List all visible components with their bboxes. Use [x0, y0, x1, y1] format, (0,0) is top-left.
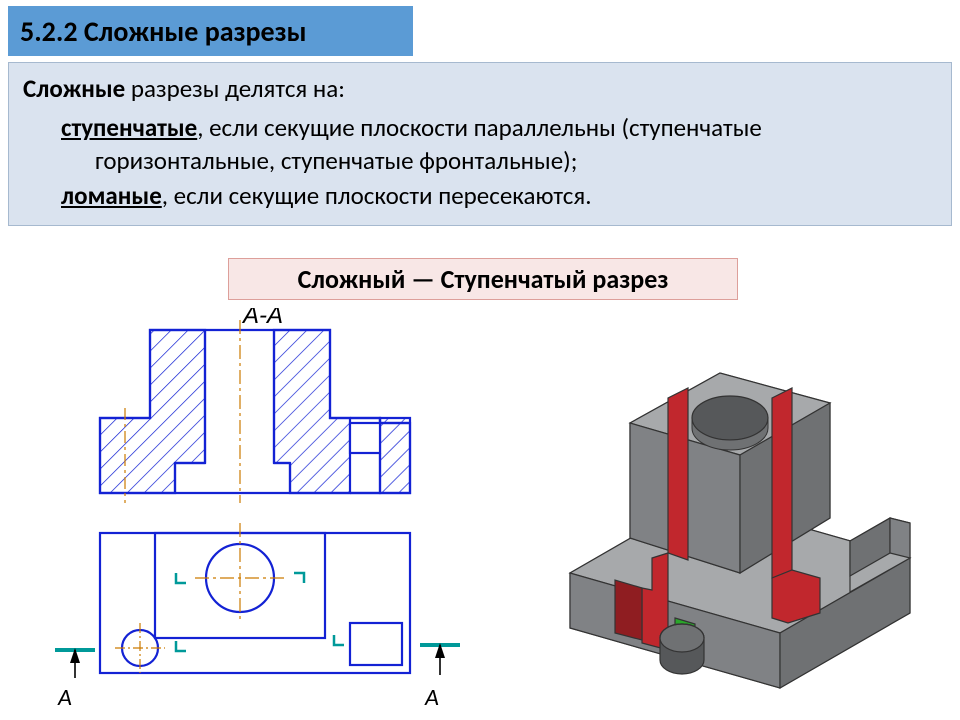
item-broken: ломаные, если секущие плоскости пересека… — [23, 180, 937, 211]
section-label: А-А — [241, 308, 283, 329]
plan-view: А А — [55, 523, 460, 712]
section-arrow-left: А — [55, 648, 95, 712]
svg-text:А: А — [424, 683, 439, 712]
iso-view — [570, 373, 910, 688]
section-header-text: 5.2.2 Сложные разрезы — [20, 14, 307, 49]
subtitle-text: Сложный — Ступенчатый разрез — [298, 263, 669, 295]
item-stepped: ступенчатые, если секущие плоскости пара… — [23, 112, 937, 143]
item1-rest: , если секущие плоскости параллельны (ст… — [197, 112, 762, 143]
technical-drawing-svg: А-А — [30, 308, 930, 713]
lead-rest: разрезы делятся на: — [125, 73, 345, 104]
definition-lead: Сложные разрезы делятся на: — [23, 73, 937, 104]
technical-drawing-area: А-А — [30, 308, 930, 713]
item1-line2: горизонтальные, ступенчатые фронтальные)… — [23, 145, 937, 176]
svg-text:А: А — [57, 683, 72, 712]
section-view: А-А — [100, 308, 410, 503]
lead-bold: Сложные — [23, 73, 125, 104]
item2-term: ломаные — [61, 180, 162, 211]
section-arrow-right: А — [420, 643, 460, 712]
item1-term: ступенчатые — [61, 112, 197, 143]
section-header: 5.2.2 Сложные разрезы — [8, 6, 413, 56]
item2-rest: , если секущие плоскости пересекаются. — [162, 180, 592, 211]
definition-box: Сложные разрезы делятся на: ступенчатые,… — [8, 62, 952, 226]
subtitle-box: Сложный — Ступенчатый разрез — [228, 258, 738, 300]
